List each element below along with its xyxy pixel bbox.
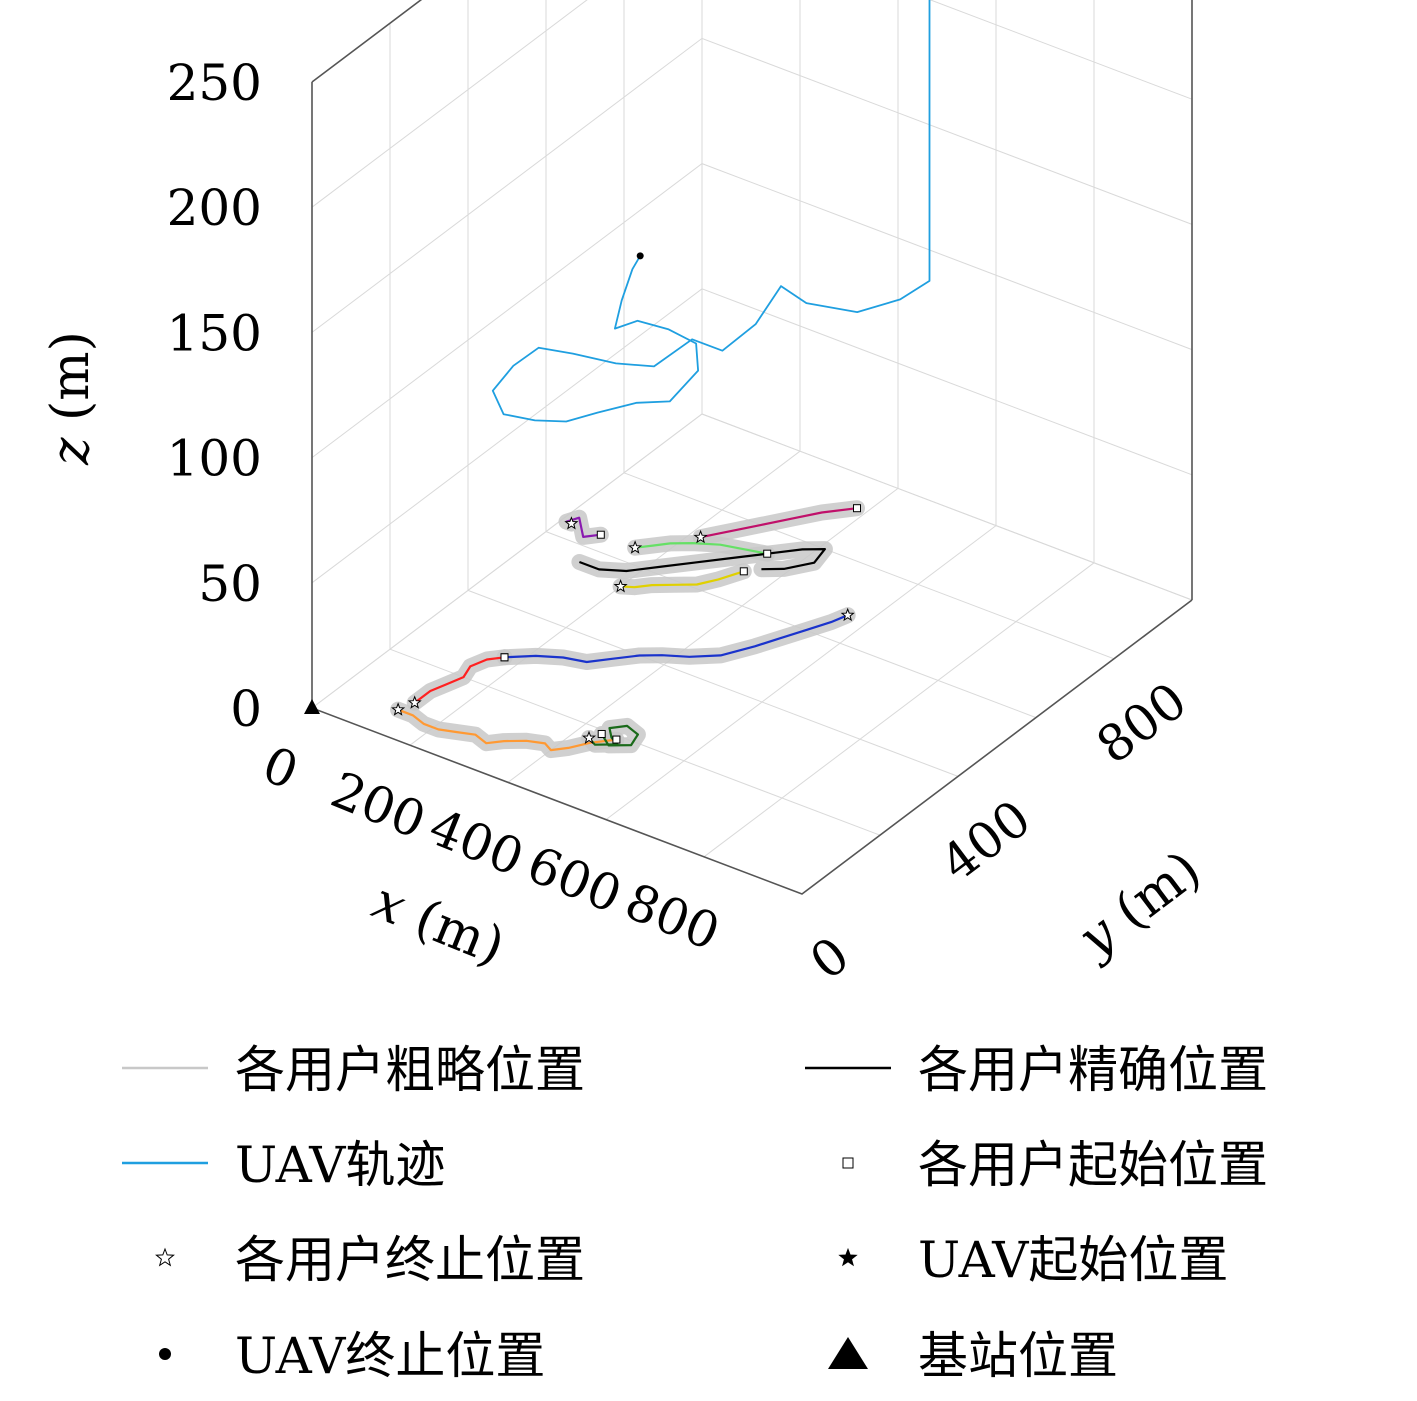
grid-floor-x [605,525,997,820]
legend-item-precise: 各用户精确位置 [805,1041,1268,1099]
legend-dot-marker [159,1348,171,1360]
y-axis-label: y (m) [1066,840,1212,971]
user-track [504,614,849,664]
x-tick-label: 200 [323,761,433,851]
legend-item-base: 基站位置 [828,1327,1118,1385]
user-end-marker [581,730,597,745]
user-track [700,507,858,539]
z-axis-label-var: z [41,437,101,466]
user-end-marker [840,607,855,622]
legend-star-filled-marker [838,1247,858,1267]
user-end-marker [564,516,579,530]
z-tick-label: 200 [167,179,262,237]
user-start-marker [596,530,605,539]
pane-top-edge [311,0,1193,600]
user-track [620,570,745,589]
legend-square-marker [842,1157,854,1169]
grid-wall-z [311,37,1193,333]
grid-wall-z [311,0,1193,208]
z-tick-label: 100 [167,430,262,488]
legend-star-open-marker [155,1247,175,1267]
legend-label: 基站位置 [918,1327,1118,1385]
pane-front-edge [311,82,1193,895]
user-track [634,541,768,555]
legend-label: UAV起始位置 [918,1231,1228,1289]
grid-wall-z [311,288,1193,584]
legend-item-user_start: 各用户起始位置 [842,1136,1268,1194]
z-tick-label: 0 [230,680,262,738]
y-tick-label: 0 [800,926,860,991]
y-tick-label: 400 [930,789,1041,893]
user-start-marker [500,653,509,662]
legend-label: UAV终止位置 [235,1327,545,1385]
grid-floor-y [545,531,1037,719]
user-track [414,656,505,704]
user-start-marker [853,504,861,513]
ground-trajectories [304,500,865,759]
grid-wall-z [311,163,1193,458]
grid-wall-z [311,0,422,83]
legend-label: 各用户精确位置 [918,1041,1268,1099]
z-axis-label-unit: (m) [41,331,101,437]
legend-item-user_end: 各用户终止位置 [155,1231,585,1289]
uav-trajectory-layer [491,0,931,423]
user-track [588,724,640,747]
y-tick-label: 800 [1086,671,1197,775]
grid-floor-y [467,589,959,777]
legend-triangle-marker [828,1337,868,1369]
x-tick-label: 800 [617,872,727,962]
user-start-marker [739,567,748,576]
user-start-marker [612,735,621,744]
legend-item-uav_end: UAV终止位置 [159,1327,545,1385]
z-tick-label: 150 [167,304,262,362]
user-end-marker [391,702,406,716]
z-axis-label: z (m) [41,331,101,466]
grid-floor-y [623,472,1115,660]
user-end-marker [613,578,628,593]
user-start-marker [597,729,606,738]
user-end-marker [407,695,422,709]
z-tick-label: 50 [198,555,262,613]
user-track [397,708,617,752]
legend-label: 各用户起始位置 [918,1136,1268,1194]
legend-label: 各用户粗略位置 [235,1041,585,1099]
user-end-marker [693,529,708,544]
legend-item-uav: UAV轨迹 [122,1136,445,1194]
precise-position-track [579,547,827,573]
x-tick-label: 400 [421,798,531,888]
user-start-marker [763,549,772,558]
grid-floor-x [507,488,899,783]
user-end-marker [628,540,643,554]
x-axis-label-unit: (m) [391,882,512,977]
legend-label: UAV轨迹 [235,1136,445,1194]
base-station-marker [304,699,320,714]
grid-floor-x [703,562,1095,858]
uav-end-marker [636,252,644,260]
uav-trajectory [491,0,931,423]
legend-item-coarse: 各用户粗略位置 [122,1041,585,1099]
z-tick-label: 250 [167,54,262,112]
grid-floor-x [409,450,801,746]
axis-panes [311,0,1193,895]
x-tick-label: 0 [255,735,306,801]
x-axis-label: x (m) [364,871,512,977]
legend-item-uav_start: UAV起始位置 [838,1231,1228,1289]
x-tick-label: 600 [519,835,629,925]
legend-label: 各用户终止位置 [235,1231,585,1289]
